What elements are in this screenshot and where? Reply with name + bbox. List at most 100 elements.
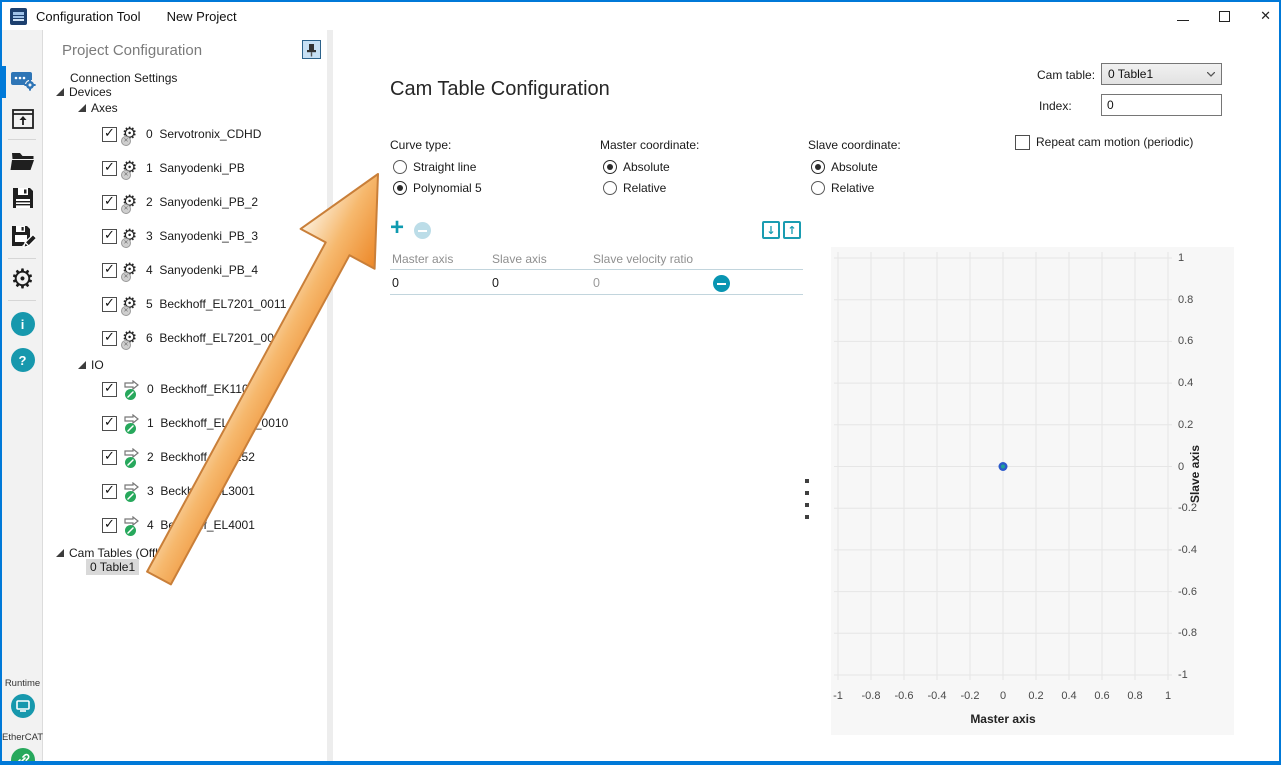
- maximize-button[interactable]: [1219, 10, 1231, 22]
- checkbox[interactable]: [102, 517, 117, 533]
- chevron-down-icon: [1207, 72, 1215, 77]
- checkbox[interactable]: [102, 160, 117, 176]
- tree-item-io-3[interactable]: 3 Beckhoff_EL3001: [102, 481, 255, 502]
- tree-item-io-2[interactable]: 2 Beckhoff_EL2252: [102, 447, 255, 468]
- y-tick-label: 1: [1178, 252, 1185, 264]
- tree-item-axis-6[interactable]: ⚙✕ 6 Beckhoff_EL7201_0011_2: [102, 327, 300, 350]
- open-runtime-button[interactable]: [2, 108, 43, 130]
- master-coordinate-absolute[interactable]: Absolute: [603, 159, 670, 175]
- tree-node-io[interactable]: IO: [78, 355, 104, 375]
- radio-selected[interactable]: [603, 160, 617, 174]
- tree-item-axis-5[interactable]: ⚙✕ 5 Beckhoff_EL7201_0011: [102, 294, 286, 316]
- tree-item-io-4[interactable]: 4 Beckhoff_EL4001: [102, 515, 255, 536]
- slave-coordinate-relative[interactable]: Relative: [811, 180, 874, 196]
- checkbox[interactable]: [102, 194, 117, 210]
- y-tick-label: 0.8: [1178, 293, 1194, 306]
- checkbox[interactable]: [102, 126, 117, 142]
- open-project-button[interactable]: [2, 150, 43, 172]
- save-as-button[interactable]: [2, 224, 43, 250]
- radio-unselected[interactable]: [811, 181, 825, 195]
- checkbox[interactable]: [102, 483, 117, 499]
- x-tick-label: 0: [999, 690, 1007, 702]
- checkbox[interactable]: [102, 296, 117, 312]
- delete-row-button[interactable]: [713, 275, 730, 292]
- runtime-status-button[interactable]: [2, 694, 43, 718]
- info-icon: i: [10, 312, 35, 336]
- tree-node-devices[interactable]: Devices: [56, 82, 112, 102]
- ethercat-label: EtherCAT: [2, 732, 44, 743]
- x-tick-label: -0.8: [861, 690, 881, 702]
- curve-type-polynomial-5[interactable]: Polynomial 5: [393, 180, 482, 196]
- x-tick-label: 0.4: [1061, 690, 1077, 702]
- cell-master-axis[interactable]: 0: [392, 276, 399, 290]
- axis-drive-icon: ⚙ ✕: [121, 225, 138, 248]
- collapse-arrow-icon[interactable]: [56, 549, 64, 557]
- import-table-button[interactable]: ↓: [762, 221, 780, 239]
- remove-point-button-disabled[interactable]: [414, 222, 431, 239]
- x-axis-label: Master axis: [970, 712, 1036, 726]
- runtime-label: Runtime: [4, 678, 41, 689]
- tree-item-axis-4[interactable]: ⚙✕ 4 Sanyodenki_PB_4: [102, 260, 258, 282]
- x-tick-label: -1: [833, 690, 843, 702]
- tree-node-axes[interactable]: Axes: [78, 98, 118, 118]
- chart-splitter-grip[interactable]: [805, 479, 809, 519]
- index-input-value: 0: [1107, 98, 1114, 112]
- panel-title: Project Configuration: [62, 42, 203, 59]
- io-module-icon: [122, 481, 142, 502]
- checkbox[interactable]: [102, 262, 117, 278]
- x-tick-label: 1: [1164, 690, 1172, 702]
- radio-selected[interactable]: [393, 181, 407, 195]
- tree-item-axis-0[interactable]: ⚙✕ 0 Servotronix_CDHD: [102, 123, 261, 146]
- cam-profile-chart[interactable]: Master axis Slave axis -1 -0.8 -0.6 -0.4 -0.…: [831, 247, 1234, 735]
- checkbox[interactable]: [102, 449, 117, 465]
- radio-unselected[interactable]: [393, 160, 407, 174]
- repeat-checkbox[interactable]: [1015, 134, 1030, 150]
- collapse-arrow-icon[interactable]: [78, 104, 86, 112]
- project-configuration-button[interactable]: [2, 68, 43, 92]
- checkbox[interactable]: [102, 381, 117, 397]
- menu-new-project[interactable]: New Project: [166, 8, 237, 24]
- io-module-icon: [122, 515, 142, 536]
- checkbox[interactable]: [102, 228, 117, 244]
- slave-coordinate-absolute[interactable]: Absolute: [811, 159, 878, 175]
- left-toolbar: ⚙ i ? Runtime EtherCAT: [2, 30, 43, 761]
- configuration-card-icon: [10, 72, 36, 91]
- radio-unselected[interactable]: [603, 181, 617, 195]
- export-table-button[interactable]: ↑: [783, 221, 801, 239]
- settings-button[interactable]: ⚙: [2, 266, 43, 293]
- tree-item-axis-1[interactable]: ⚙✕ 1 Sanyodenki_PB: [102, 158, 245, 180]
- master-coordinate-relative[interactable]: Relative: [603, 180, 666, 196]
- ethercat-status-button[interactable]: [2, 748, 43, 761]
- y-tick-label: 0: [1178, 460, 1185, 473]
- tree-item-axis-2[interactable]: ⚙✕ 2 Sanyodenki_PB_2: [102, 192, 258, 214]
- repeat-cam-motion-checkbox-row[interactable]: Repeat cam motion (periodic): [1015, 134, 1193, 150]
- minimize-button[interactable]: [1177, 19, 1190, 21]
- tree-item-io-0[interactable]: 0 Beckhoff_EK1101: [102, 379, 255, 400]
- close-button[interactable]: ✕: [1260, 8, 1271, 24]
- axis-drive-icon: ⚙ ✕: [121, 327, 138, 350]
- add-point-button[interactable]: +: [390, 214, 405, 241]
- pin-panel-button[interactable]: [302, 40, 321, 59]
- cell-slave-velocity-ratio[interactable]: 0: [593, 276, 600, 290]
- col-header-slave-velocity-ratio: Slave velocity ratio: [593, 252, 694, 266]
- tree-item-connection-settings[interactable]: Connection Settings: [70, 71, 178, 85]
- tree-item-axis-3[interactable]: ⚙✕ 3 Sanyodenki_PB_3: [102, 225, 258, 248]
- tree-item-io-1[interactable]: 1 Beckhoff_EL1252_0010: [102, 413, 288, 434]
- tree-item-cam-table-0[interactable]: 0 Table1: [86, 557, 140, 577]
- checkbox[interactable]: [102, 415, 117, 431]
- index-input[interactable]: 0: [1101, 94, 1222, 116]
- collapse-arrow-icon[interactable]: [78, 361, 86, 369]
- help-button[interactable]: ?: [2, 348, 43, 372]
- x-tick-label: 0.6: [1094, 690, 1110, 702]
- radio-selected[interactable]: [811, 160, 825, 174]
- cam-table-dropdown[interactable]: 0 Table1: [1101, 63, 1222, 85]
- info-button[interactable]: i: [2, 312, 43, 336]
- collapse-arrow-icon[interactable]: [56, 88, 64, 96]
- curve-type-straight-line[interactable]: Straight line: [393, 159, 476, 175]
- io-module-icon: [122, 379, 142, 400]
- axis-drive-icon: ⚙ ✕: [121, 123, 138, 146]
- cell-slave-axis[interactable]: 0: [492, 276, 499, 290]
- y-tick-label: -0.2: [1178, 502, 1197, 515]
- save-project-button[interactable]: [2, 186, 43, 210]
- checkbox[interactable]: [102, 330, 117, 346]
